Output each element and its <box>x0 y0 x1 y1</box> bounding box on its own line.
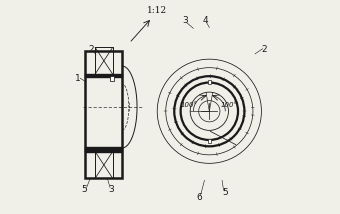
Text: 5: 5 <box>222 188 228 197</box>
Bar <box>208 80 211 84</box>
Text: 4: 4 <box>203 16 208 25</box>
Text: 1: 1 <box>75 74 81 83</box>
Bar <box>110 76 114 82</box>
Text: 100°: 100° <box>181 102 198 108</box>
Text: 3: 3 <box>182 16 188 25</box>
Text: 5: 5 <box>82 185 87 194</box>
Text: 100°: 100° <box>221 102 238 108</box>
Bar <box>95 48 113 74</box>
Text: 2: 2 <box>88 45 94 54</box>
Bar <box>208 139 211 143</box>
Text: 1:12: 1:12 <box>147 6 167 15</box>
Text: 6: 6 <box>197 193 202 202</box>
Bar <box>95 152 113 178</box>
Text: 3: 3 <box>109 185 114 194</box>
Text: 2: 2 <box>262 45 268 54</box>
Bar <box>85 51 122 178</box>
